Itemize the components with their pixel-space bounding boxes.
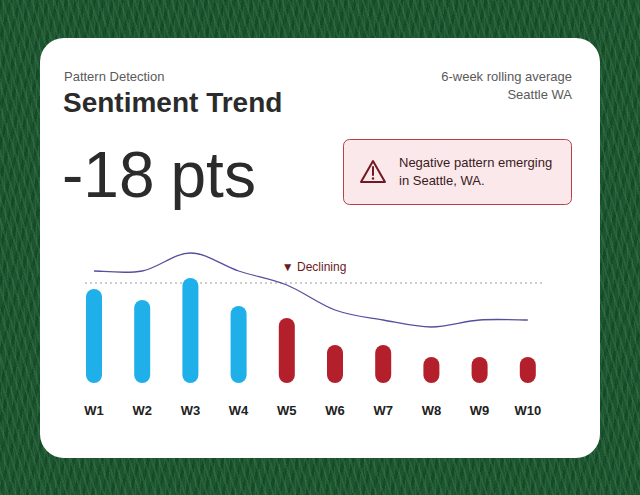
bar xyxy=(327,345,343,383)
alert-icon xyxy=(361,161,385,182)
bar xyxy=(231,306,247,383)
card xyxy=(40,38,600,458)
x-tick-label: W7 xyxy=(373,403,393,418)
bar xyxy=(472,357,488,383)
annotation: ▼ Declining xyxy=(282,260,347,274)
x-tick-label: W5 xyxy=(277,403,297,418)
note: Seattle WA xyxy=(507,87,572,102)
bar xyxy=(520,357,536,383)
bar xyxy=(279,318,295,383)
bar xyxy=(423,357,439,383)
alert-box xyxy=(344,140,572,205)
alert-text: Negative pattern emergingin Seattle, WA. xyxy=(399,155,552,188)
x-tick-label: W6 xyxy=(325,403,345,418)
bar xyxy=(134,300,150,383)
note: 6-week rolling average xyxy=(441,69,572,84)
metric-value: -18 xyxy=(62,139,155,211)
alert-icon xyxy=(372,177,374,179)
x-tick-label: W1 xyxy=(84,403,104,418)
x-tick-label: W8 xyxy=(422,403,442,418)
metric-unit: pts xyxy=(171,139,256,211)
chart-svg: Pattern Detection Sentiment Trend 6-week r… xyxy=(0,0,640,495)
rolling-average-line xyxy=(94,253,528,327)
x-tick-label: W10 xyxy=(514,403,541,418)
x-tick-label: W3 xyxy=(181,403,201,418)
bar xyxy=(375,345,391,383)
subtitle: Pattern Detection xyxy=(64,69,164,84)
alert-icon xyxy=(372,167,374,175)
x-tick-label: W2 xyxy=(132,403,152,418)
plot-area xyxy=(85,253,543,383)
reference-line xyxy=(85,283,543,284)
x-tick-label: W4 xyxy=(229,403,249,418)
title: Sentiment Trend xyxy=(63,87,282,118)
metric: -18pts xyxy=(62,139,256,211)
bar xyxy=(86,289,102,383)
x-tick-label: W9 xyxy=(470,403,490,418)
bar xyxy=(182,278,198,383)
